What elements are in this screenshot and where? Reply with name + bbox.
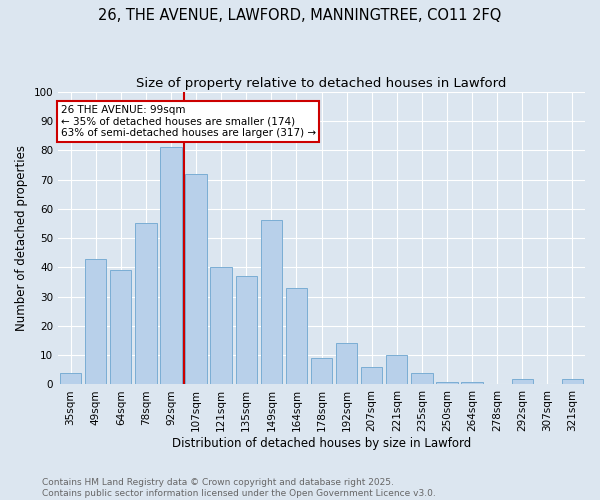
Bar bbox=[386, 355, 407, 384]
Bar bbox=[211, 268, 232, 384]
Text: 26, THE AVENUE, LAWFORD, MANNINGTREE, CO11 2FQ: 26, THE AVENUE, LAWFORD, MANNINGTREE, CO… bbox=[98, 8, 502, 22]
Title: Size of property relative to detached houses in Lawford: Size of property relative to detached ho… bbox=[136, 78, 507, 90]
Bar bbox=[236, 276, 257, 384]
X-axis label: Distribution of detached houses by size in Lawford: Distribution of detached houses by size … bbox=[172, 437, 471, 450]
Bar bbox=[185, 174, 207, 384]
Bar bbox=[436, 382, 458, 384]
Bar bbox=[411, 372, 433, 384]
Bar bbox=[110, 270, 131, 384]
Bar bbox=[85, 258, 106, 384]
Text: Contains HM Land Registry data © Crown copyright and database right 2025.
Contai: Contains HM Land Registry data © Crown c… bbox=[42, 478, 436, 498]
Bar bbox=[512, 378, 533, 384]
Text: 26 THE AVENUE: 99sqm
← 35% of detached houses are smaller (174)
63% of semi-deta: 26 THE AVENUE: 99sqm ← 35% of detached h… bbox=[61, 105, 316, 138]
Bar bbox=[260, 220, 282, 384]
Bar bbox=[135, 224, 157, 384]
Bar bbox=[336, 344, 357, 384]
Bar bbox=[361, 367, 382, 384]
Bar bbox=[562, 378, 583, 384]
Bar bbox=[286, 288, 307, 384]
Bar bbox=[461, 382, 483, 384]
Y-axis label: Number of detached properties: Number of detached properties bbox=[15, 145, 28, 331]
Bar bbox=[60, 372, 81, 384]
Bar bbox=[160, 148, 182, 384]
Bar bbox=[311, 358, 332, 384]
